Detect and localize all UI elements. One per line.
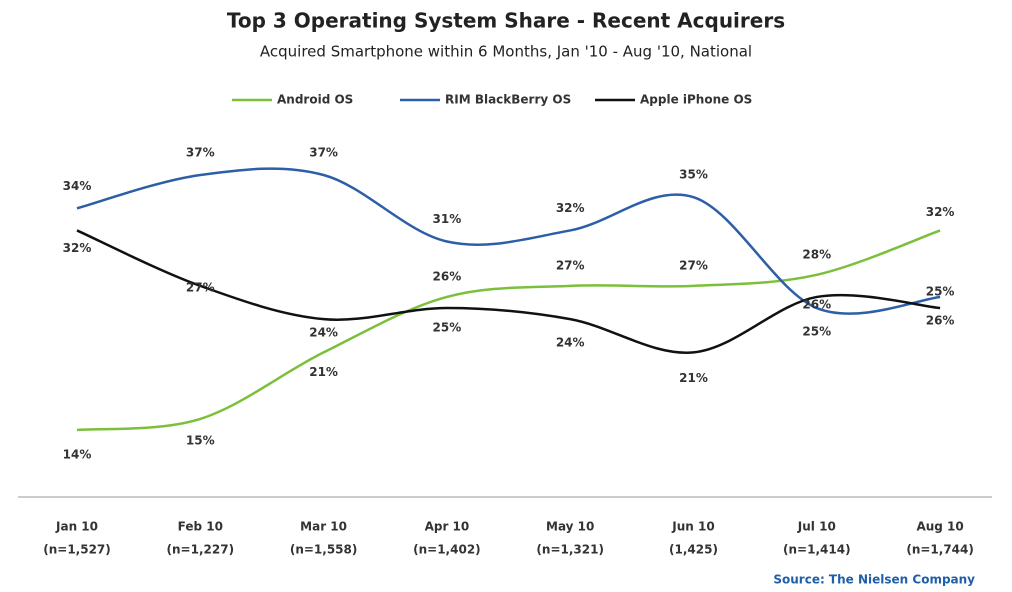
data-label: 15%	[186, 433, 215, 447]
data-label: 21%	[309, 365, 338, 379]
x-tick-label: Aug 10	[916, 520, 963, 534]
data-label: 35%	[679, 168, 708, 182]
data-label: 26%	[802, 297, 831, 311]
x-tick-label: May 10	[546, 520, 594, 534]
series-line	[76, 229, 941, 354]
legend-label: Android OS	[277, 93, 353, 107]
x-tick-sublabel: (n=1,321)	[536, 543, 604, 557]
data-label: 26%	[926, 313, 955, 327]
data-label: 21%	[679, 371, 708, 385]
legend-label: Apple iPhone OS	[640, 93, 752, 107]
x-tick-label: Jun 10	[671, 520, 714, 534]
data-label: 25%	[433, 321, 462, 335]
data-label: 27%	[556, 258, 585, 272]
data-label: 14%	[63, 448, 92, 462]
legend-label: RIM BlackBerry OS	[445, 93, 571, 107]
data-label: 27%	[186, 280, 215, 294]
x-tick-sublabel: (n=1,227)	[167, 543, 235, 557]
series-line	[76, 229, 941, 432]
data-label: 24%	[556, 336, 585, 350]
data-label: 25%	[802, 325, 831, 339]
x-tick-label: Apr 10	[425, 520, 470, 534]
data-label: 28%	[802, 247, 831, 261]
data-label: 25%	[926, 285, 955, 299]
chart-title: Top 3 Operating System Share - Recent Ac…	[227, 9, 785, 33]
x-tick-sublabel: (n=1,414)	[783, 543, 851, 557]
x-tick-sublabel: (1,425)	[669, 543, 718, 557]
source: Source: The Nielsen Company	[773, 573, 975, 587]
data-label: 32%	[926, 205, 955, 219]
x-tick-label: Feb 10	[178, 520, 223, 534]
data-label: 37%	[309, 146, 338, 160]
x-tick-sublabel: (n=1,402)	[413, 543, 481, 557]
data-label: 31%	[433, 212, 462, 226]
x-tick-sublabel: (n=1,558)	[290, 543, 358, 557]
x-tick-label: Jan 10	[55, 520, 98, 534]
x-tick-sublabel: (n=1,744)	[906, 543, 974, 557]
data-label: 26%	[433, 269, 462, 283]
data-label: 32%	[63, 241, 92, 255]
data-label: 34%	[63, 179, 92, 193]
chart-subtitle: Acquired Smartphone within 6 Months, Jan…	[260, 43, 752, 61]
data-label: 37%	[186, 146, 215, 160]
data-label: 27%	[679, 258, 708, 272]
data-label: 32%	[556, 201, 585, 215]
data-label: 24%	[309, 326, 338, 340]
x-tick-sublabel: (n=1,527)	[43, 543, 111, 557]
x-tick-label: Jul 10	[797, 520, 836, 534]
series-line	[76, 167, 941, 315]
x-tick-label: Mar 10	[300, 520, 347, 534]
